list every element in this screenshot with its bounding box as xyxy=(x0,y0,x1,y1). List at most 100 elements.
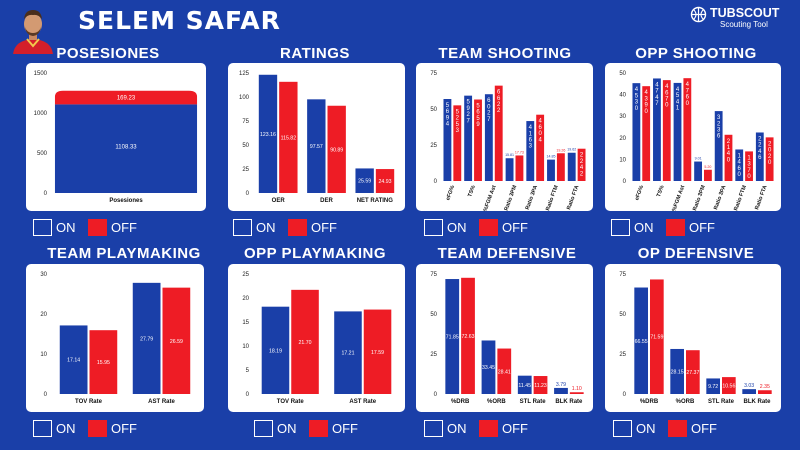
legend-label-on: ON xyxy=(277,421,297,436)
x-tick-label: eFG% xyxy=(634,185,645,202)
bar-off xyxy=(279,81,298,193)
x-tick-label: Ratio 3PM xyxy=(692,184,707,211)
data-label-glyph: 0 xyxy=(635,106,639,112)
x-tick-label: BLK Rate xyxy=(555,399,583,405)
legend-label-on: ON xyxy=(447,220,467,235)
data-label-glyph: 4 xyxy=(645,90,649,96)
bar-off xyxy=(642,86,651,181)
data-label-glyph: 5 xyxy=(476,116,480,122)
data-label-on: 17.14 xyxy=(67,358,80,364)
x-tick-label: TOV Rate xyxy=(75,399,103,405)
data-label-glyph: 0 xyxy=(768,160,772,166)
data-label-off: 115.82 xyxy=(281,135,297,141)
y-tick-label: 10 xyxy=(242,344,249,350)
bar-on xyxy=(673,82,682,181)
chart-svg: 0 500 1000 1500 1108.33 169.23 Posesiones xyxy=(34,71,198,204)
data-label-off: 72.63 xyxy=(462,334,475,340)
data-label-off: 28.41 xyxy=(498,369,511,375)
x-tick-label: TS% xyxy=(467,185,477,198)
data-label-glyph: 7 xyxy=(487,117,491,123)
data-label-glyph: 2 xyxy=(456,116,460,122)
data-label-glyph: 2 xyxy=(497,108,501,114)
data-label-off: 21.70 xyxy=(299,340,312,346)
chart-card: 0 5 10 15 20 25 18.19 21.70 TOV Rate 17.21 17.59 AS… xyxy=(228,264,405,412)
data-label-on: 17.21 xyxy=(341,351,354,357)
data-label-off: 90.89 xyxy=(330,147,343,153)
data-label-off: 27.37 xyxy=(686,370,699,376)
bar-off xyxy=(89,330,118,394)
data-label-on: 27.79 xyxy=(140,336,153,342)
bar-on xyxy=(554,387,568,394)
data-label-on: 66.55 xyxy=(635,339,648,345)
data-label-on: 123.16 xyxy=(260,132,276,138)
data-label-glyph: 7 xyxy=(686,88,690,94)
legend-swatch-on xyxy=(611,219,630,236)
bar-on xyxy=(258,74,278,193)
x-tick-label: Ratio 3PA xyxy=(525,185,539,211)
legend-label-on: ON xyxy=(636,421,656,436)
data-label-glyph: 3 xyxy=(456,128,460,134)
data-label-on: 97.57 xyxy=(310,144,323,150)
data-label-off: 71.59 xyxy=(650,335,663,341)
data-label-on: 28.15 xyxy=(671,369,684,375)
x-tick-label: STL Rate xyxy=(520,399,547,405)
y-tick-label: 50 xyxy=(619,312,626,318)
bar-on xyxy=(307,99,326,193)
chart-card: 0 25 50 75 5 6 9 4 5 2 5 3 eFG% 5 9 2 7 5 6 5 9 TS% 6 0 2 7 6 6 2 2 %F… xyxy=(416,63,593,212)
bar-on xyxy=(735,149,744,181)
bar-off xyxy=(758,390,772,394)
legend-swatch-off xyxy=(479,219,498,236)
data-label-glyph: 3 xyxy=(717,115,721,121)
legend-label-on: ON xyxy=(56,421,76,436)
basketball-logo-icon xyxy=(690,6,707,23)
bar-off xyxy=(536,114,545,181)
bar-off xyxy=(375,169,395,193)
x-tick-label: Ratio FTM xyxy=(733,184,748,211)
y-tick-label: 0 xyxy=(44,191,48,197)
legend-swatch-off xyxy=(88,420,107,437)
legend-label-on: ON xyxy=(447,421,467,436)
data-label-on: 1108.33 xyxy=(115,145,137,151)
bar-on xyxy=(694,161,702,181)
legend-swatch-on xyxy=(613,420,632,437)
legend-label-off: OFF xyxy=(502,220,528,235)
y-tick-label: 0 xyxy=(246,191,250,197)
data-label-glyph: 2 xyxy=(717,121,721,127)
data-label-on: 3.03 xyxy=(744,383,754,389)
bar-on xyxy=(443,99,452,181)
data-label-glyph: 6 xyxy=(497,96,501,102)
data-label-on: 3.79 xyxy=(556,382,566,388)
legend-label-off: OFF xyxy=(502,421,528,436)
y-tick-label: 75 xyxy=(430,272,437,278)
bar-off xyxy=(515,155,524,181)
panel-title: OP DEFENSIVE xyxy=(637,245,755,262)
y-tick-label: 25 xyxy=(430,143,437,149)
x-tick-label: Ratio FTA xyxy=(566,185,580,211)
data-label-glyph: 2 xyxy=(580,171,584,177)
legend-swatch-off xyxy=(309,420,328,437)
bar-off xyxy=(569,392,584,394)
x-tick-label: %FGM Ast xyxy=(671,184,686,211)
data-label-glyph: 0 xyxy=(665,103,669,109)
x-tick-label: %ORB xyxy=(676,399,695,405)
data-label-glyph: 5 xyxy=(456,109,460,115)
data-label-glyph: 4 xyxy=(655,95,659,101)
y-tick-label: 25 xyxy=(430,352,437,358)
bar-on xyxy=(742,389,756,394)
bar-on xyxy=(632,83,641,181)
bar-off xyxy=(494,85,503,181)
data-label-glyph: 2 xyxy=(497,102,501,108)
y-tick-label: 20 xyxy=(40,312,47,318)
